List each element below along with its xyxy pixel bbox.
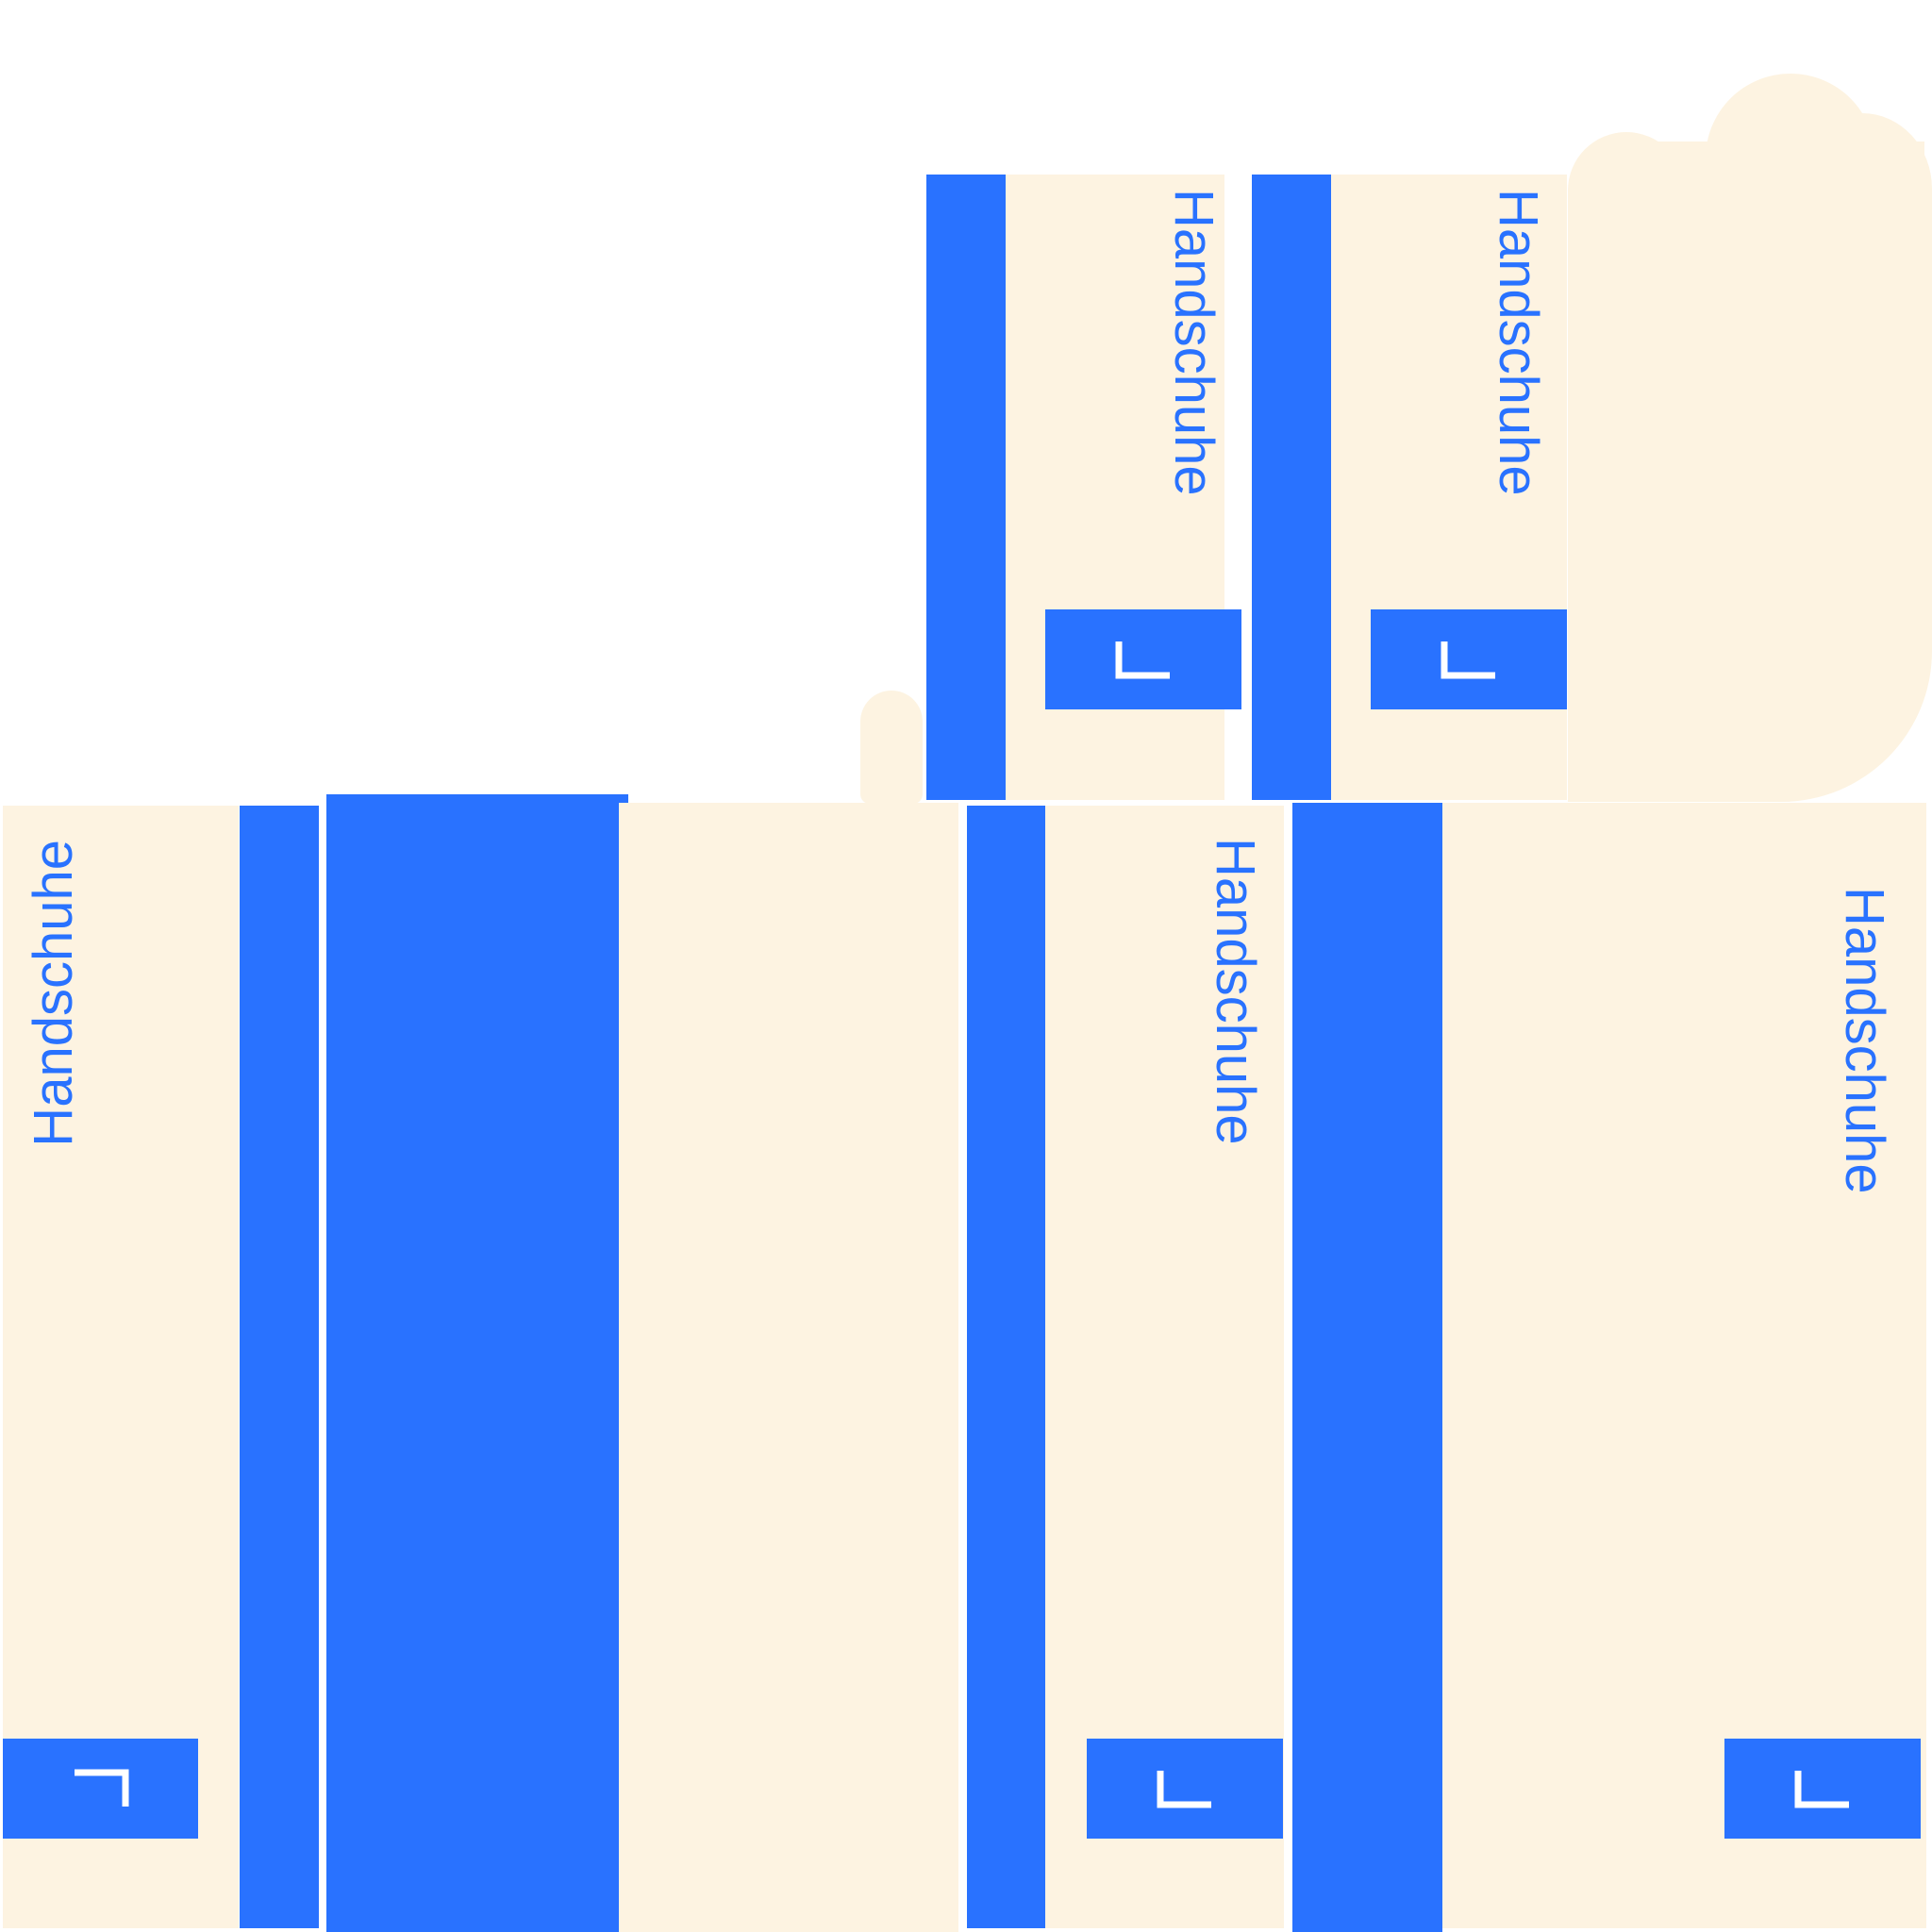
box-top-right-size-tag (1371, 609, 1567, 709)
box-bottom-middle-size-tag (1087, 1739, 1283, 1839)
box-bottom-right-size-tag (1724, 1739, 1921, 1839)
box-top-left-label: Handschuhe (1163, 189, 1224, 496)
box-top-right (1252, 175, 1567, 800)
center-block-face (619, 803, 958, 1932)
finger-shape-middle (860, 691, 923, 804)
box-bottom-left (3, 806, 319, 1928)
box-bottom-middle-stripe (967, 806, 1045, 1928)
center-block-blue-cap (326, 794, 628, 806)
corner-mark-icon (1157, 1771, 1211, 1808)
box-bottom-middle-label: Handschuhe (1205, 838, 1266, 1145)
center-block-blue (326, 794, 619, 1932)
box-top-left-stripe (926, 175, 1006, 800)
box-bottom-right (1292, 803, 1926, 1932)
box-bottom-right-stripe (1292, 803, 1442, 1932)
box-top-right-stripe (1252, 175, 1331, 800)
hand-shape-top-right-body (1568, 189, 1932, 802)
box-bottom-left-label: Handschuhe (23, 840, 84, 1147)
box-bottom-right-label: Handschuhe (1834, 887, 1895, 1194)
hand-shape-top-right-body-2 (1641, 142, 1924, 255)
corner-mark-icon (1115, 641, 1170, 679)
corner-mark-icon (1441, 641, 1495, 679)
box-bottom-left-size-tag (3, 1739, 198, 1839)
box-bottom-middle (967, 806, 1284, 1928)
box-top-right-label: Handschuhe (1488, 189, 1549, 496)
box-top-left (926, 175, 1241, 800)
corner-mark-icon (1794, 1771, 1849, 1808)
box-bottom-left-stripe (240, 806, 319, 1928)
corner-mark-icon (74, 1769, 128, 1807)
box-top-left-size-tag (1045, 609, 1241, 709)
